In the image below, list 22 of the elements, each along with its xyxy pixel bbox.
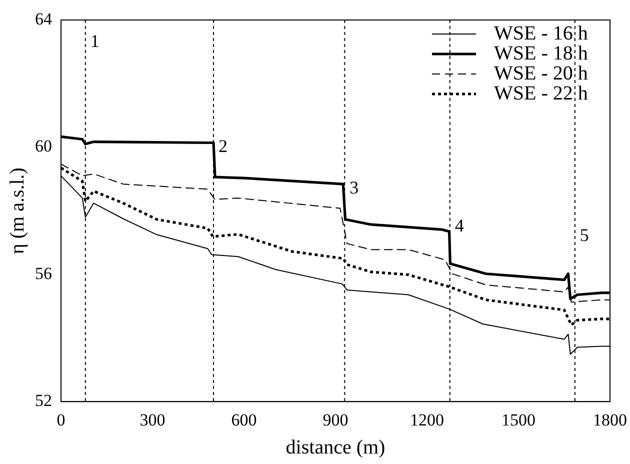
annotation: 1 (90, 30, 100, 51)
y-tick-label: 64 (35, 9, 52, 28)
x-tick-label: 1500 (502, 410, 536, 430)
x-tick-label: 600 (231, 410, 257, 430)
y-tick-label: 60 (35, 136, 52, 156)
y-axis-title: η (m a.s.l.) (6, 168, 28, 254)
legend-label: WSE - 20 h (494, 62, 588, 84)
y-tick-label: 52 (35, 391, 52, 410)
x-tick-label: 1800 (593, 410, 627, 430)
annotation: 4 (454, 215, 464, 236)
annotation: 3 (350, 177, 359, 198)
x-axis-title: distance (m) (286, 436, 386, 458)
x-tick-label: 900 (322, 410, 348, 430)
legend-label: WSE - 18 h (494, 42, 588, 64)
y-tick-label: 56 (35, 264, 52, 283)
x-tick-label: 300 (140, 410, 166, 430)
x-tick-label: 1200 (410, 410, 444, 430)
annotation: 5 (580, 224, 589, 245)
legend-label: WSE - 16 h (494, 22, 588, 44)
x-tick-label: 0 (56, 410, 66, 430)
annotation: 2 (218, 136, 228, 156)
legend-label: WSE - 22 h (494, 82, 588, 104)
